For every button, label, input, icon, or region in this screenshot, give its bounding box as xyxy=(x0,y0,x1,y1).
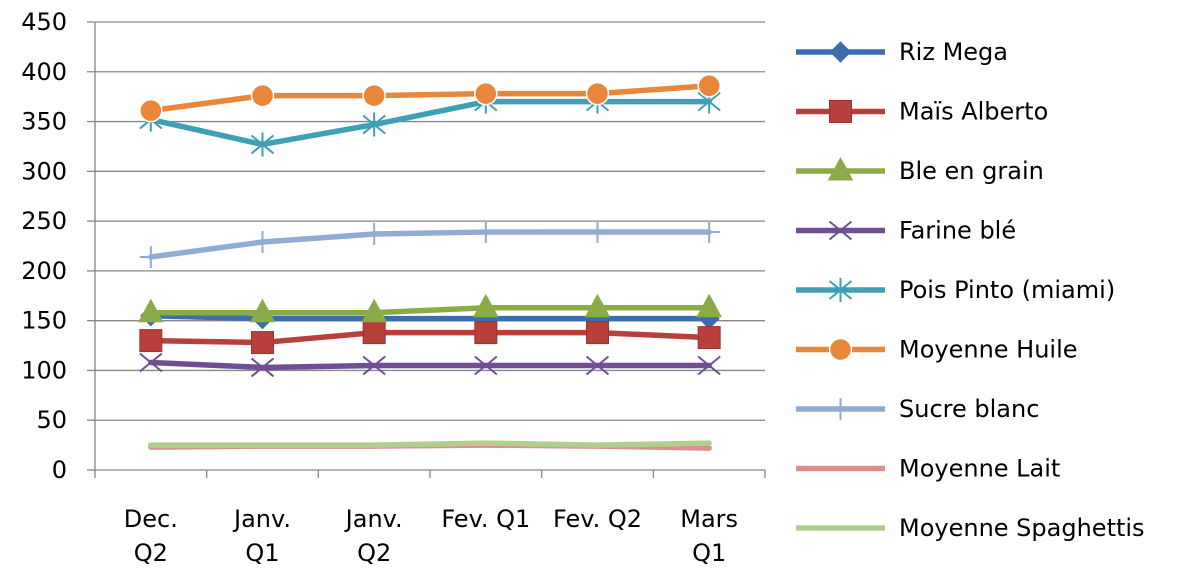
legend-swatch-marker xyxy=(829,100,852,123)
y-tick-label: 0 xyxy=(52,456,67,484)
data-point xyxy=(474,321,498,345)
data-point xyxy=(137,298,164,323)
legend-swatch-marker xyxy=(829,41,852,63)
data-point xyxy=(585,355,610,376)
series-9 xyxy=(148,440,712,448)
data-point xyxy=(472,293,499,318)
data-point xyxy=(250,357,275,378)
data-point xyxy=(249,298,276,323)
legend-label: Sucre blanc xyxy=(899,395,1039,423)
data-point xyxy=(362,321,386,345)
legend-item: Riz Mega xyxy=(796,38,1008,66)
legend-swatch-marker xyxy=(829,398,852,420)
legend-label: Maïs Alberto xyxy=(899,98,1048,126)
series-lines xyxy=(137,73,723,451)
x-category-label: Janv. Q2 xyxy=(344,505,403,567)
data-point xyxy=(697,326,721,350)
data-point xyxy=(698,221,721,244)
data-point xyxy=(585,81,610,106)
x-category-label: Dec. Q2 xyxy=(124,505,178,567)
legend-item: Pois Pinto (miami) xyxy=(796,276,1115,304)
y-tick-label: 150 xyxy=(21,307,67,335)
legend-item: Maïs Alberto xyxy=(796,98,1048,126)
data-point xyxy=(584,293,611,318)
y-axis-tick-labels: 0 50 100 150 200 250 300 350 400 450 xyxy=(21,8,67,484)
series-6 xyxy=(139,73,721,123)
data-point xyxy=(586,321,609,345)
x-axis-category-labels: Dec. Q2 Janv. Q1 Janv. Q2 Fev. Q1 Fev. Q2 Mars Q1 xyxy=(124,505,738,567)
data-point xyxy=(586,221,609,244)
legend-label: Moyenne Spaghettis xyxy=(899,514,1145,542)
data-point xyxy=(474,355,498,376)
data-point xyxy=(139,352,163,373)
gridlines xyxy=(95,21,765,421)
y-tick-label: 300 xyxy=(21,157,67,185)
data-point xyxy=(251,331,274,355)
legend-item: Farine blé xyxy=(796,217,1016,245)
series-7 xyxy=(139,221,721,268)
data-point xyxy=(139,329,163,353)
legend-item: Sucre blanc xyxy=(796,395,1039,423)
data-point xyxy=(362,112,386,137)
legend-item: Moyenne Huile xyxy=(796,336,1078,364)
legend-swatch-marker xyxy=(828,278,853,302)
data-point xyxy=(250,83,275,108)
series-line xyxy=(148,98,712,148)
data-point xyxy=(697,355,721,376)
legend-label: Farine blé xyxy=(899,217,1016,245)
data-point xyxy=(697,73,721,98)
data-point xyxy=(363,223,386,246)
data-point xyxy=(139,98,163,123)
y-tick-label: 50 xyxy=(36,406,67,434)
y-tick-label: 400 xyxy=(21,58,67,86)
series-3 xyxy=(137,293,723,323)
legend-label: Ble en grain xyxy=(899,157,1044,185)
x-category-label: Fev. Q2 xyxy=(553,505,642,533)
y-tick-label: 350 xyxy=(21,108,67,136)
series-line xyxy=(148,82,712,114)
series-line xyxy=(148,329,712,346)
legend-item: Moyenne Lait xyxy=(796,455,1060,483)
series-line xyxy=(148,440,712,448)
data-point xyxy=(250,132,275,157)
legend-swatch-marker xyxy=(828,337,853,362)
legend: Riz Mega Maïs Alberto Ble en grain Farine b… xyxy=(796,38,1145,542)
x-category-label: Mars Q1 xyxy=(680,505,738,567)
legend-label: Moyenne Lait xyxy=(899,455,1060,483)
series-4 xyxy=(139,352,721,378)
legend-swatch-marker xyxy=(827,156,854,181)
legend-label: Moyenne Huile xyxy=(899,336,1078,364)
data-point xyxy=(474,221,497,244)
y-tick-label: 100 xyxy=(21,356,67,384)
axes xyxy=(87,21,766,478)
data-point xyxy=(139,245,162,268)
legend-item: Ble en grain xyxy=(796,156,1044,185)
y-tick-label: 200 xyxy=(21,257,67,285)
data-point xyxy=(362,355,386,376)
legend-swatch-marker xyxy=(828,220,853,241)
y-tick-label: 250 xyxy=(21,207,67,235)
series-line xyxy=(148,304,712,316)
legend-item: Moyenne Spaghettis xyxy=(796,514,1145,542)
legend-label: Pois Pinto (miami) xyxy=(899,276,1115,304)
x-category-label: Fev. Q1 xyxy=(441,505,530,533)
series-line xyxy=(148,229,712,260)
data-point xyxy=(474,81,498,106)
data-point xyxy=(251,231,274,254)
data-point xyxy=(361,298,388,323)
series-2 xyxy=(139,321,721,355)
data-point xyxy=(696,293,723,318)
series-line xyxy=(148,312,712,322)
data-point xyxy=(362,83,386,108)
y-tick-label: 450 xyxy=(21,8,67,36)
series-line xyxy=(148,359,712,371)
legend-label: Riz Mega xyxy=(899,38,1008,66)
x-category-label: Janv. Q1 xyxy=(232,505,291,567)
